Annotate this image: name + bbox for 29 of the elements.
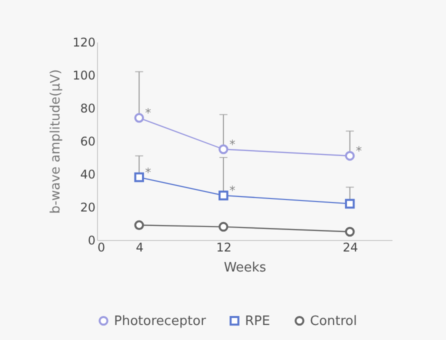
legend-label: Control xyxy=(310,314,357,329)
point xyxy=(218,144,228,154)
x-tick-label: 0 xyxy=(98,240,106,254)
point xyxy=(344,150,355,161)
point xyxy=(134,220,144,230)
point xyxy=(134,113,144,123)
annotation: * xyxy=(145,165,152,180)
x-tick-label: 12 xyxy=(216,240,232,254)
y-tick-label: 20 xyxy=(80,200,96,214)
point xyxy=(344,198,355,209)
y-tick-label: 80 xyxy=(80,102,96,116)
point xyxy=(218,190,228,200)
x-tick-label: 4 xyxy=(136,240,144,254)
annotation: * xyxy=(356,144,362,158)
point xyxy=(218,222,228,232)
y-tick-label: 40 xyxy=(80,168,96,182)
x-tick-label: 24 xyxy=(342,240,358,254)
point xyxy=(344,226,355,237)
y-tick-label: 100 xyxy=(72,68,96,82)
legend-label: Photoreceptor xyxy=(114,314,207,329)
annotation: * xyxy=(229,183,236,198)
legend-label: RPE xyxy=(245,314,270,329)
x-axis-title: Weeks xyxy=(224,260,266,276)
point xyxy=(134,172,144,182)
y-tick-label: 120 xyxy=(72,36,96,50)
y-tick-label: 60 xyxy=(80,134,96,148)
y-axis-title: b-wave amplitude(μV) xyxy=(48,69,64,214)
annotation: * xyxy=(229,137,236,152)
annotation: * xyxy=(145,106,152,120)
